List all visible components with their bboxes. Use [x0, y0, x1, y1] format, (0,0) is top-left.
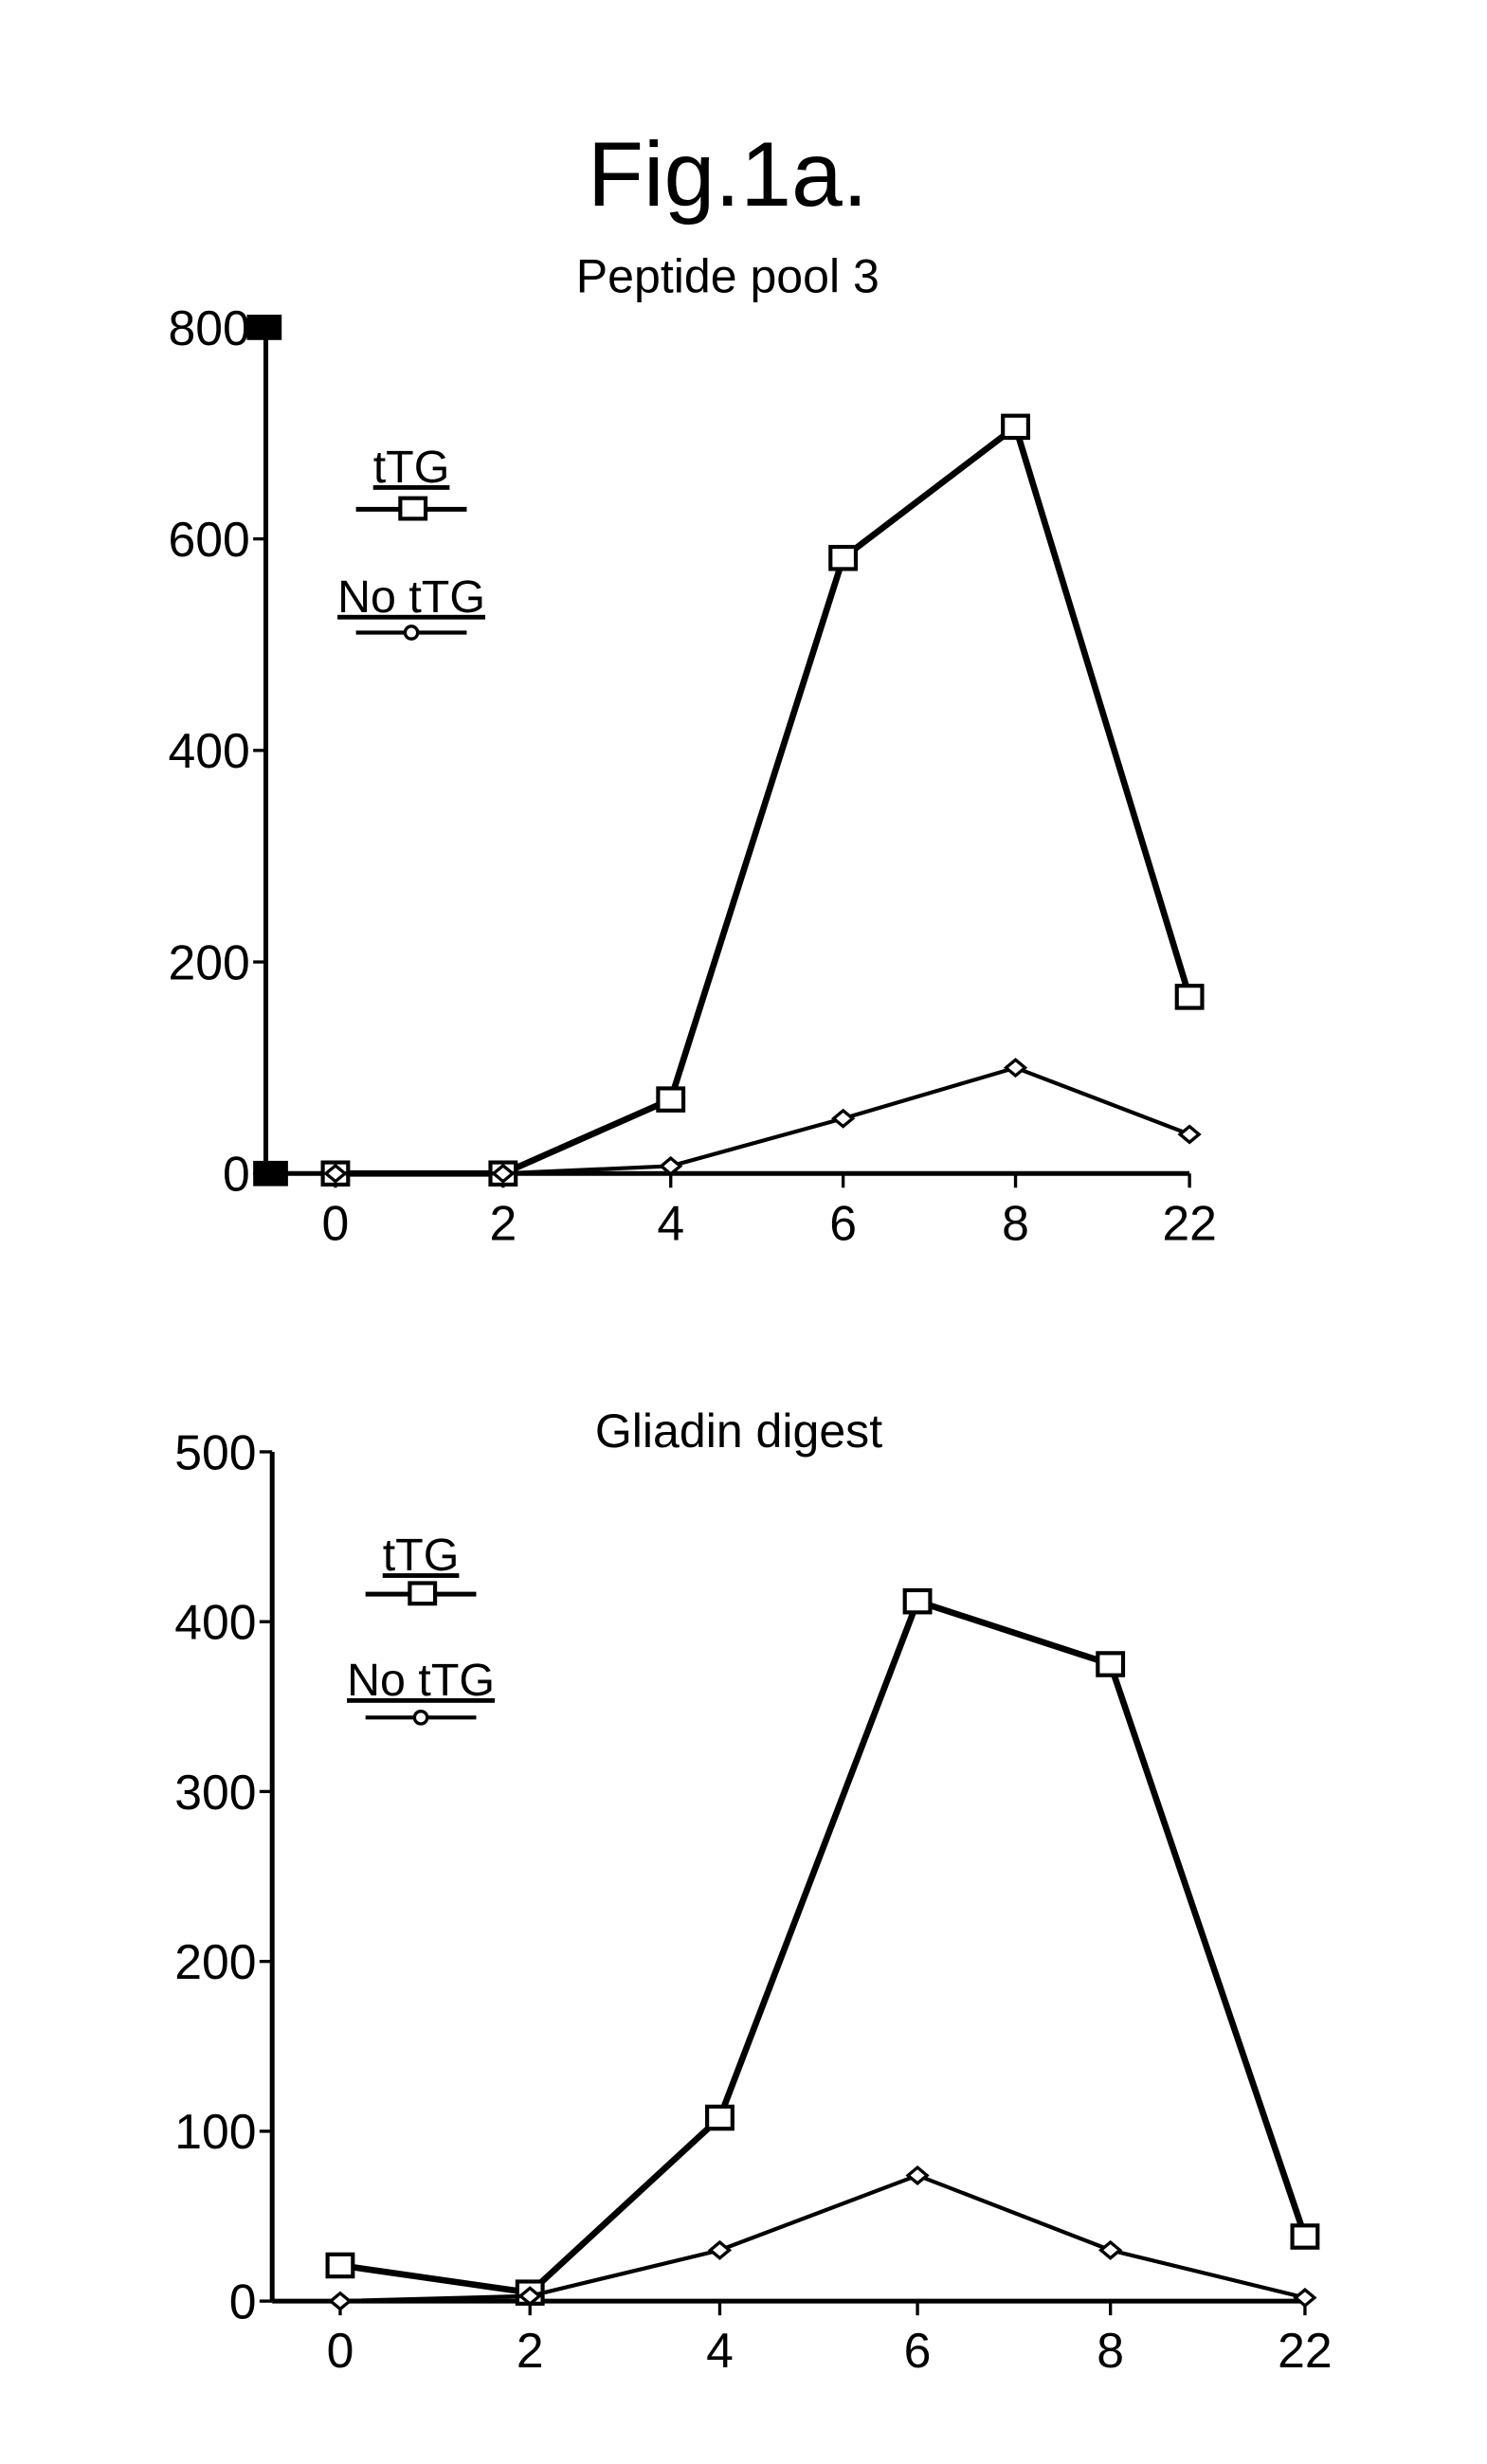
x-tick-label: 0 — [322, 1195, 350, 1250]
axis-end-marker — [253, 1161, 288, 1187]
y-tick-label: 300 — [174, 1765, 256, 1820]
x-tick-label: 6 — [829, 1195, 857, 1250]
legend-label-ttg: tTG — [383, 1530, 460, 1581]
legend-marker-square — [409, 1583, 435, 1603]
data-point-diamond — [908, 2167, 927, 2183]
x-tick-label: 0 — [327, 2323, 354, 2378]
y-tick-label: 200 — [169, 934, 250, 989]
x-tick-label: 4 — [657, 1195, 684, 1250]
data-point-square — [658, 1088, 683, 1110]
legend-label-no-ttg: No tTG — [337, 571, 485, 623]
data-point-square — [1293, 2225, 1318, 2247]
data-point-diamond — [1101, 2242, 1120, 2258]
y-tick-label: 400 — [174, 1595, 256, 1650]
data-point-square — [1097, 1653, 1123, 1675]
x-tick-label: 22 — [1278, 2323, 1333, 2378]
axis-end-marker — [246, 315, 281, 340]
legend-label-no-ttg: No tTG — [347, 1655, 495, 1706]
series-line-ttg — [335, 426, 1189, 1173]
figure-title: Fig.1a. — [588, 122, 868, 226]
y-tick-label: 200 — [174, 1934, 256, 1989]
chart-gliadin-digest: Gliadin digest 0 100 200 300 400 500 0 2 4 6 8 22 tTG… — [174, 1404, 1332, 2378]
x-tick-label: 2 — [517, 2323, 544, 2378]
chart-peptide-pool-3: Peptide pool 3 0 200 400 600 800 0 2 4 6 8 22 tTG No … — [169, 250, 1217, 1251]
chart-title: Gliadin digest — [595, 1404, 882, 1458]
figure: Fig.1a. Peptide pool 3020040060080002468… — [0, 0, 1487, 2464]
x-tick-label: 8 — [1097, 2323, 1124, 2378]
legend-marker-diamond — [414, 1712, 426, 1724]
y-tick-label: 500 — [174, 1424, 256, 1479]
data-point-square — [905, 1590, 931, 1612]
x-tick-label: 8 — [1002, 1195, 1029, 1250]
data-point-diamond — [834, 1111, 853, 1127]
data-point-diamond — [710, 2242, 729, 2258]
series-line-no-ttg — [335, 1068, 1189, 1174]
x-tick-label: 4 — [706, 2323, 734, 2378]
data-point-square — [1177, 986, 1203, 1007]
y-tick-label: 100 — [174, 2104, 256, 2159]
data-point-diamond — [331, 2293, 350, 2310]
y-tick-label: 0 — [229, 2274, 257, 2328]
data-point-square — [1003, 416, 1028, 438]
y-tick-label: 600 — [169, 512, 250, 567]
legend-marker-diamond — [405, 626, 417, 639]
y-tick-label: 0 — [223, 1147, 250, 1202]
x-tick-label: 6 — [904, 2323, 932, 2378]
data-point-square — [830, 547, 856, 569]
data-point-diamond — [1180, 1127, 1199, 1143]
x-tick-label: 2 — [489, 1195, 517, 1250]
chart-title: Peptide pool 3 — [576, 250, 880, 303]
legend-marker-square — [400, 498, 426, 519]
y-tick-label: 800 — [169, 300, 250, 355]
legend-label-ttg: tTG — [373, 442, 450, 493]
data-point-square — [328, 2255, 354, 2276]
data-point-square — [707, 2107, 733, 2129]
series-line-no-ttg — [340, 2175, 1305, 2301]
data-point-diamond — [1006, 1060, 1025, 1076]
y-tick-label: 400 — [169, 723, 250, 778]
x-tick-label: 22 — [1162, 1195, 1217, 1250]
